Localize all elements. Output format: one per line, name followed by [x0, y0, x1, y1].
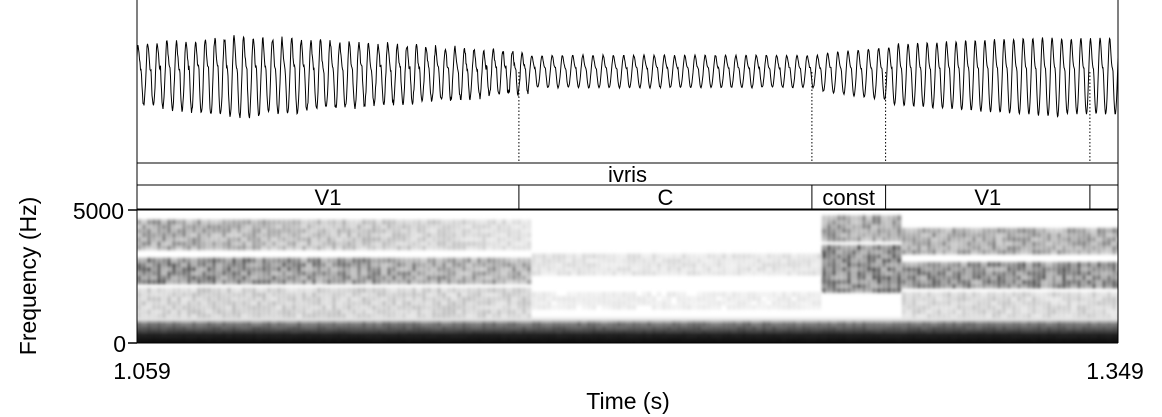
- waveform-trace: [137, 35, 1118, 119]
- x-tick-label-left: 1.059: [113, 358, 171, 384]
- y-tick-label-top: 5000: [73, 198, 124, 224]
- waveform-panel: [136, 0, 1119, 163]
- y-axis-label: Frequency (Hz): [15, 197, 41, 355]
- spectrogram-low-band: [137, 210, 1118, 343]
- boundary-lines: [518, 72, 1091, 163]
- segment-label-1: C: [657, 185, 673, 210]
- axes: 5000 0 Frequency (Hz) 1.059 1.349 Time (…: [15, 197, 1144, 414]
- x-axis-label: Time (s): [586, 388, 669, 414]
- y-tick-label-bottom: 0: [113, 331, 126, 357]
- x-tick-label-right: 1.349: [1086, 358, 1144, 384]
- segment-tier-box: [136, 184, 1119, 210]
- spectrogram-panel: [136, 209, 1119, 344]
- segment-label-3: V1: [974, 185, 1001, 210]
- tier-dividers: [518, 185, 1091, 209]
- segment-label-2: const: [822, 185, 875, 210]
- word-tier-label: ivris: [608, 162, 647, 187]
- segment-label-0: V1: [315, 185, 342, 210]
